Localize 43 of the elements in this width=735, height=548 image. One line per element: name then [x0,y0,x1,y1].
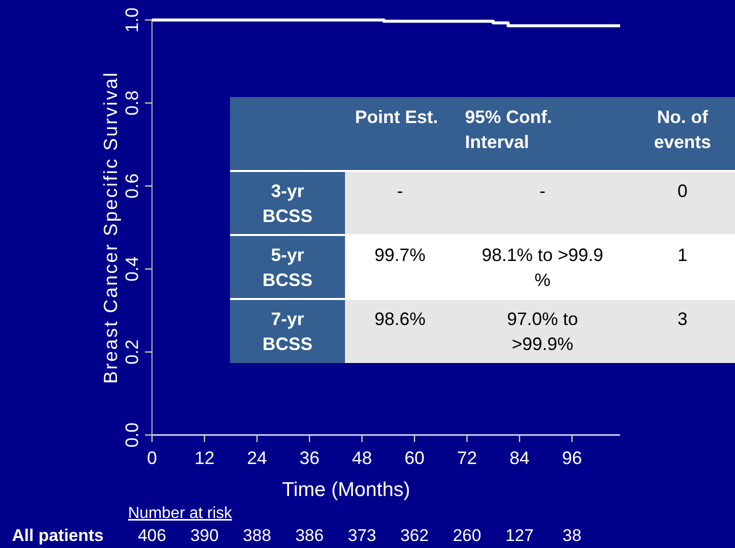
annotation: Point Est. [355,106,440,129]
text: 1 [676,244,688,267]
text: 3 [676,308,688,331]
text: 373 [348,526,376,545]
text: All patients [12,526,104,545]
text: 260 [452,526,482,545]
x-tick-label: 12 [194,448,215,468]
x-axis-title: Time (Months) [282,479,410,501]
y-tick-label: 0.8 [122,90,142,116]
text: 390 [190,526,219,545]
x-tick-label: 48 [352,448,372,468]
y-axis-title: Breast Cancer Specific Survival [101,71,122,384]
annotation: - [538,180,546,203]
y-tick-label: 0.6 [122,173,142,199]
text: 386 [295,526,324,545]
annotation: - [396,180,404,203]
text: 406 [138,526,166,545]
annotation: 7-yr BCSS [261,308,314,356]
y-tick-label: 0.0 [122,422,142,448]
text: 362 [400,526,429,545]
x-tick-label: 24 [246,448,268,468]
annotation: 3-yr BCSS [261,180,314,228]
annotation: 5-yr BCSS [261,244,314,292]
text: 0 [676,180,688,203]
x-tick-label: 84 [509,448,530,468]
x-tick-label: 36 [299,448,320,468]
text: 127 [505,526,534,545]
text: 38 [562,526,582,545]
y-tick-label: 0.2 [122,339,142,365]
x-tick-label: 0 [146,448,158,468]
annotation: 98.1% to >99.9 % [480,244,604,292]
x-tick-label: 72 [456,448,478,468]
y-tick-label: 0.4 [122,256,142,282]
text: Number at risk [128,505,234,522]
y-tick-label: 1.0 [122,7,142,33]
text: No. of events [652,106,712,154]
x-tick-label: 96 [562,448,582,468]
annotation: 95% Conf. Interval [465,106,554,154]
x-tick-label: 60 [404,448,425,468]
annotation: 98.6% [373,308,427,331]
annotation: 97.0% to >99.9% [506,308,580,356]
text: 388 [242,526,272,545]
annotation: 99.7% [373,244,427,267]
